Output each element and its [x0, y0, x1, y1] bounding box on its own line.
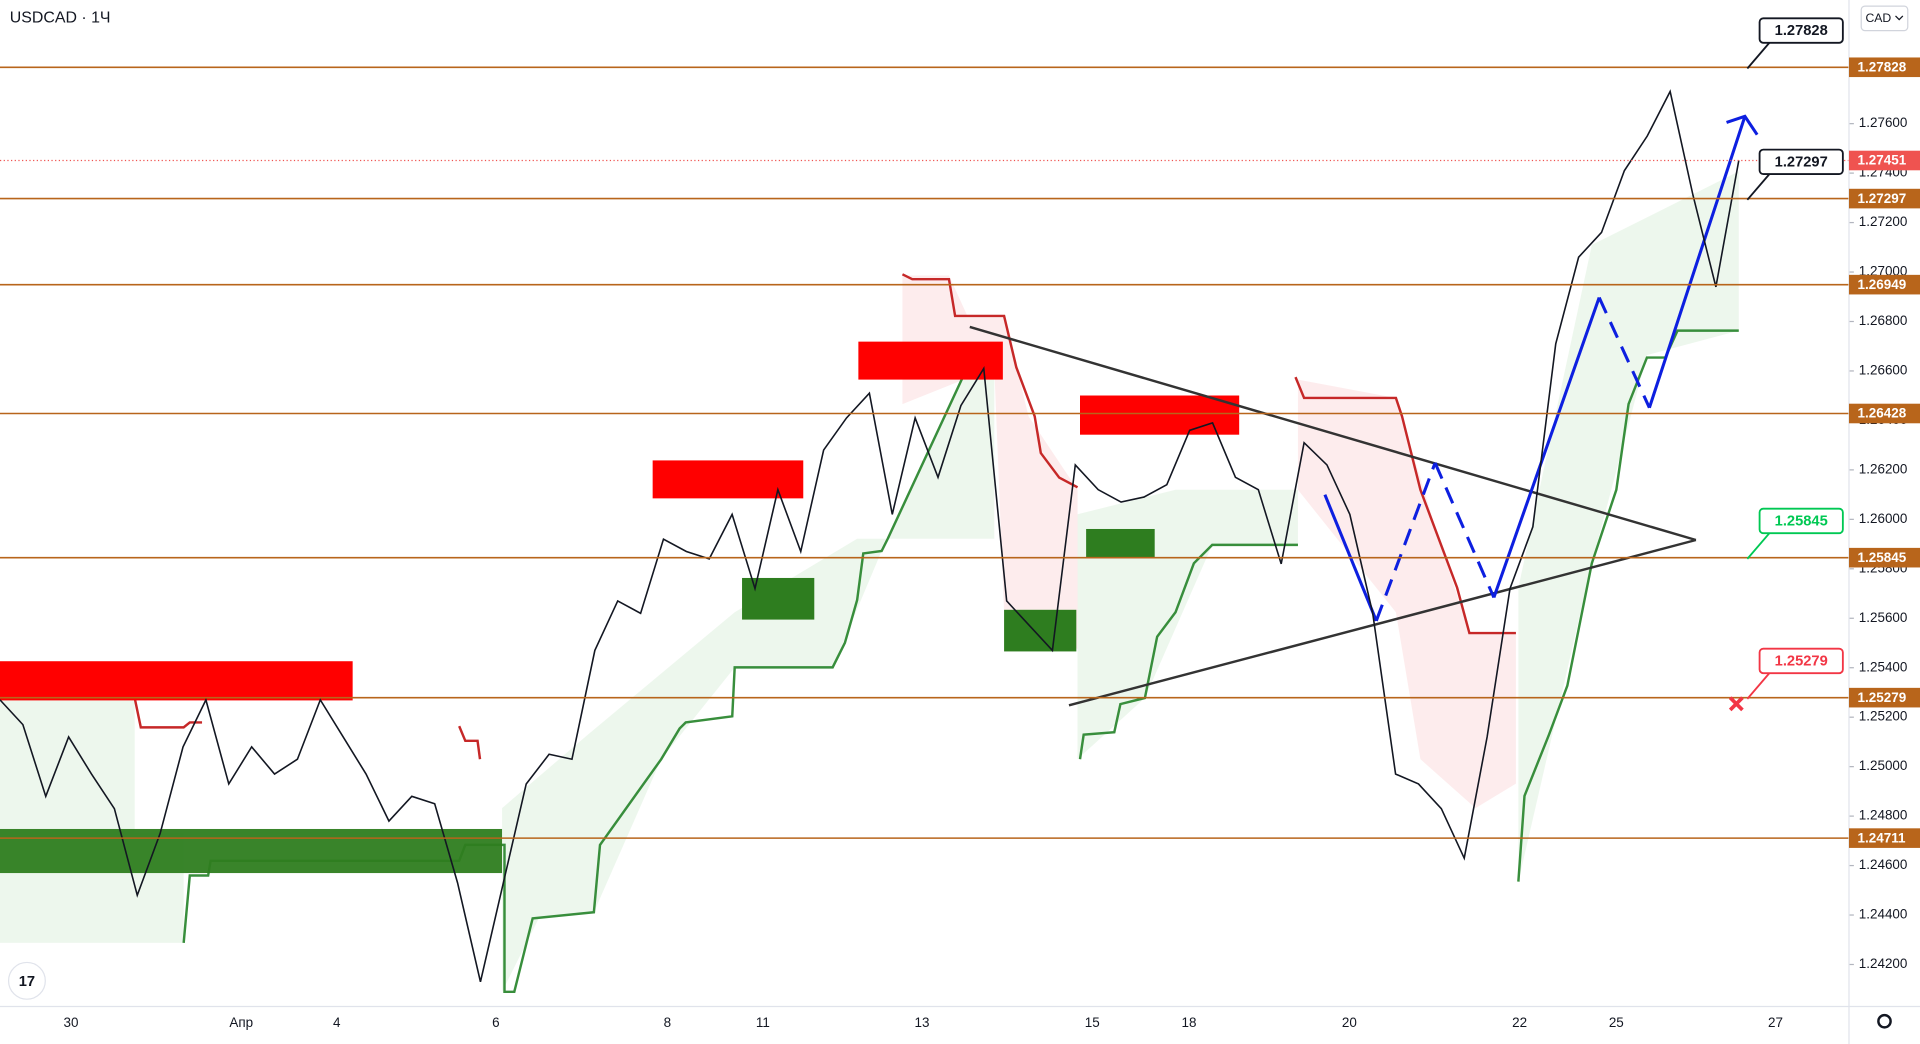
y-tick-label: 1.26800	[1859, 313, 1908, 328]
callout-box	[1758, 647, 1844, 675]
y-tick-label: 1.25000	[1859, 758, 1908, 773]
projection-leg	[1647, 115, 1747, 409]
y-tick-label: 1.24800	[1859, 808, 1908, 823]
logo-mark: 17	[19, 974, 35, 990]
callout-leader	[1746, 532, 1771, 560]
projection-leg	[1597, 296, 1651, 409]
price-tag	[1848, 687, 1920, 708]
y-tick-label: 1.27000	[1859, 264, 1908, 279]
demand-zone	[1004, 609, 1077, 652]
x-tick-label: 13	[915, 1015, 930, 1030]
supply-zone	[1080, 395, 1240, 435]
price-tag-label: 1.25845	[1858, 550, 1907, 565]
y-tick-label: 1.24200	[1859, 956, 1908, 971]
callout-label: 1.27297	[1775, 154, 1828, 170]
price-tag-label: 1.27828	[1858, 59, 1907, 74]
price-tag-label: 1.26428	[1858, 406, 1907, 421]
x-tick-label: 11	[756, 1015, 770, 1030]
trend-fill	[502, 367, 995, 992]
y-tick-label: 1.25600	[1859, 610, 1908, 625]
y-tick-label: 1.24600	[1859, 857, 1908, 872]
price-tag-label: 1.25279	[1858, 690, 1907, 705]
arrow-head	[1726, 114, 1759, 136]
x-tick-label: 15	[1085, 1015, 1100, 1030]
callout-leader	[1746, 42, 1771, 70]
x-tick-label: 20	[1342, 1015, 1357, 1030]
x-tick-label: 25	[1609, 1015, 1624, 1030]
currency-button[interactable]	[1860, 5, 1909, 32]
plot: 1.24200 1.24400 1.24600 1.24800 1.25000 1.252…	[0, 66, 1908, 1030]
x-tick-label: 22	[1512, 1015, 1527, 1030]
price-tag	[1848, 547, 1920, 568]
callout-leader	[1746, 173, 1771, 201]
projection-leg	[1492, 297, 1601, 599]
price-tag	[1848, 274, 1920, 295]
supertrend-down	[133, 697, 203, 729]
triangle-line	[969, 325, 1697, 542]
demand-zone	[1086, 528, 1155, 559]
x-tick-label: 8	[664, 1015, 671, 1030]
symbol: USDCAD · 1Ч	[10, 10, 111, 27]
settings[interactable]	[1877, 1013, 1892, 1029]
callout-label: 1.25279	[1775, 653, 1828, 669]
projection-leg	[1433, 462, 1496, 599]
x-tick-label: Апр	[229, 1015, 253, 1030]
price-tag	[1848, 57, 1920, 78]
supertrend-up	[1078, 543, 1298, 760]
y-tick-label: 1.26000	[1859, 511, 1908, 526]
y-tick-label: 1.27600	[1859, 115, 1908, 130]
y-tick-label: 1.27200	[1859, 214, 1908, 229]
supply-zone	[0, 661, 353, 701]
drawings	[0, 114, 1759, 994]
trend-fill	[0, 697, 184, 943]
callout-box	[1758, 148, 1844, 176]
projection-leg	[1374, 462, 1437, 622]
price-tag	[1848, 188, 1920, 209]
demand-zone	[0, 828, 503, 874]
price-tag-label: 1.27297	[1858, 191, 1907, 206]
x-tick-label: 4	[333, 1015, 341, 1030]
y-tick-label: 1.24400	[1859, 907, 1908, 922]
settings-gear[interactable]	[1877, 1013, 1892, 1029]
supertrend-down	[901, 273, 1079, 489]
logo: 17	[7, 961, 46, 1000]
chevron	[1895, 15, 1904, 21]
callout-box	[1758, 17, 1844, 44]
stop-mark	[1728, 696, 1744, 712]
callout-box	[1758, 507, 1844, 535]
x-tick-label: 18	[1181, 1015, 1196, 1030]
price-tag-label: 1.27451	[1858, 153, 1907, 168]
callout-label: 1.27828	[1775, 23, 1828, 39]
trend-fill	[1297, 379, 1516, 809]
currency[interactable]: CAD	[1865, 11, 1891, 25]
price-tag-label: 1.26949	[1858, 277, 1907, 292]
triangle-line	[1068, 538, 1697, 707]
trend-fill	[1518, 171, 1739, 882]
x-tick-label: 6	[492, 1015, 499, 1030]
callout-leader	[1746, 672, 1771, 700]
price-tag	[1848, 150, 1920, 171]
y-tick-label: 1.26200	[1859, 461, 1908, 476]
price-tag-label: 1.24711	[1858, 830, 1906, 845]
x-tick-label: 30	[64, 1015, 79, 1030]
price-line	[0, 89, 1740, 982]
logo-circle	[7, 961, 46, 1000]
price-tag	[1848, 828, 1920, 848]
callout-label: 1.25845	[1775, 513, 1828, 529]
y-tick-label: 1.25200	[1859, 709, 1908, 724]
supertrend-down	[1294, 376, 1516, 635]
supertrend-down	[458, 725, 482, 760]
supply-zone	[858, 341, 1003, 380]
price-tag	[1848, 403, 1920, 424]
y-tick-label: 1.25400	[1859, 659, 1908, 674]
supply-zone	[652, 460, 804, 499]
x-tick-label: 27	[1768, 1015, 1783, 1030]
y-tick-label: 1.26600	[1859, 363, 1908, 378]
